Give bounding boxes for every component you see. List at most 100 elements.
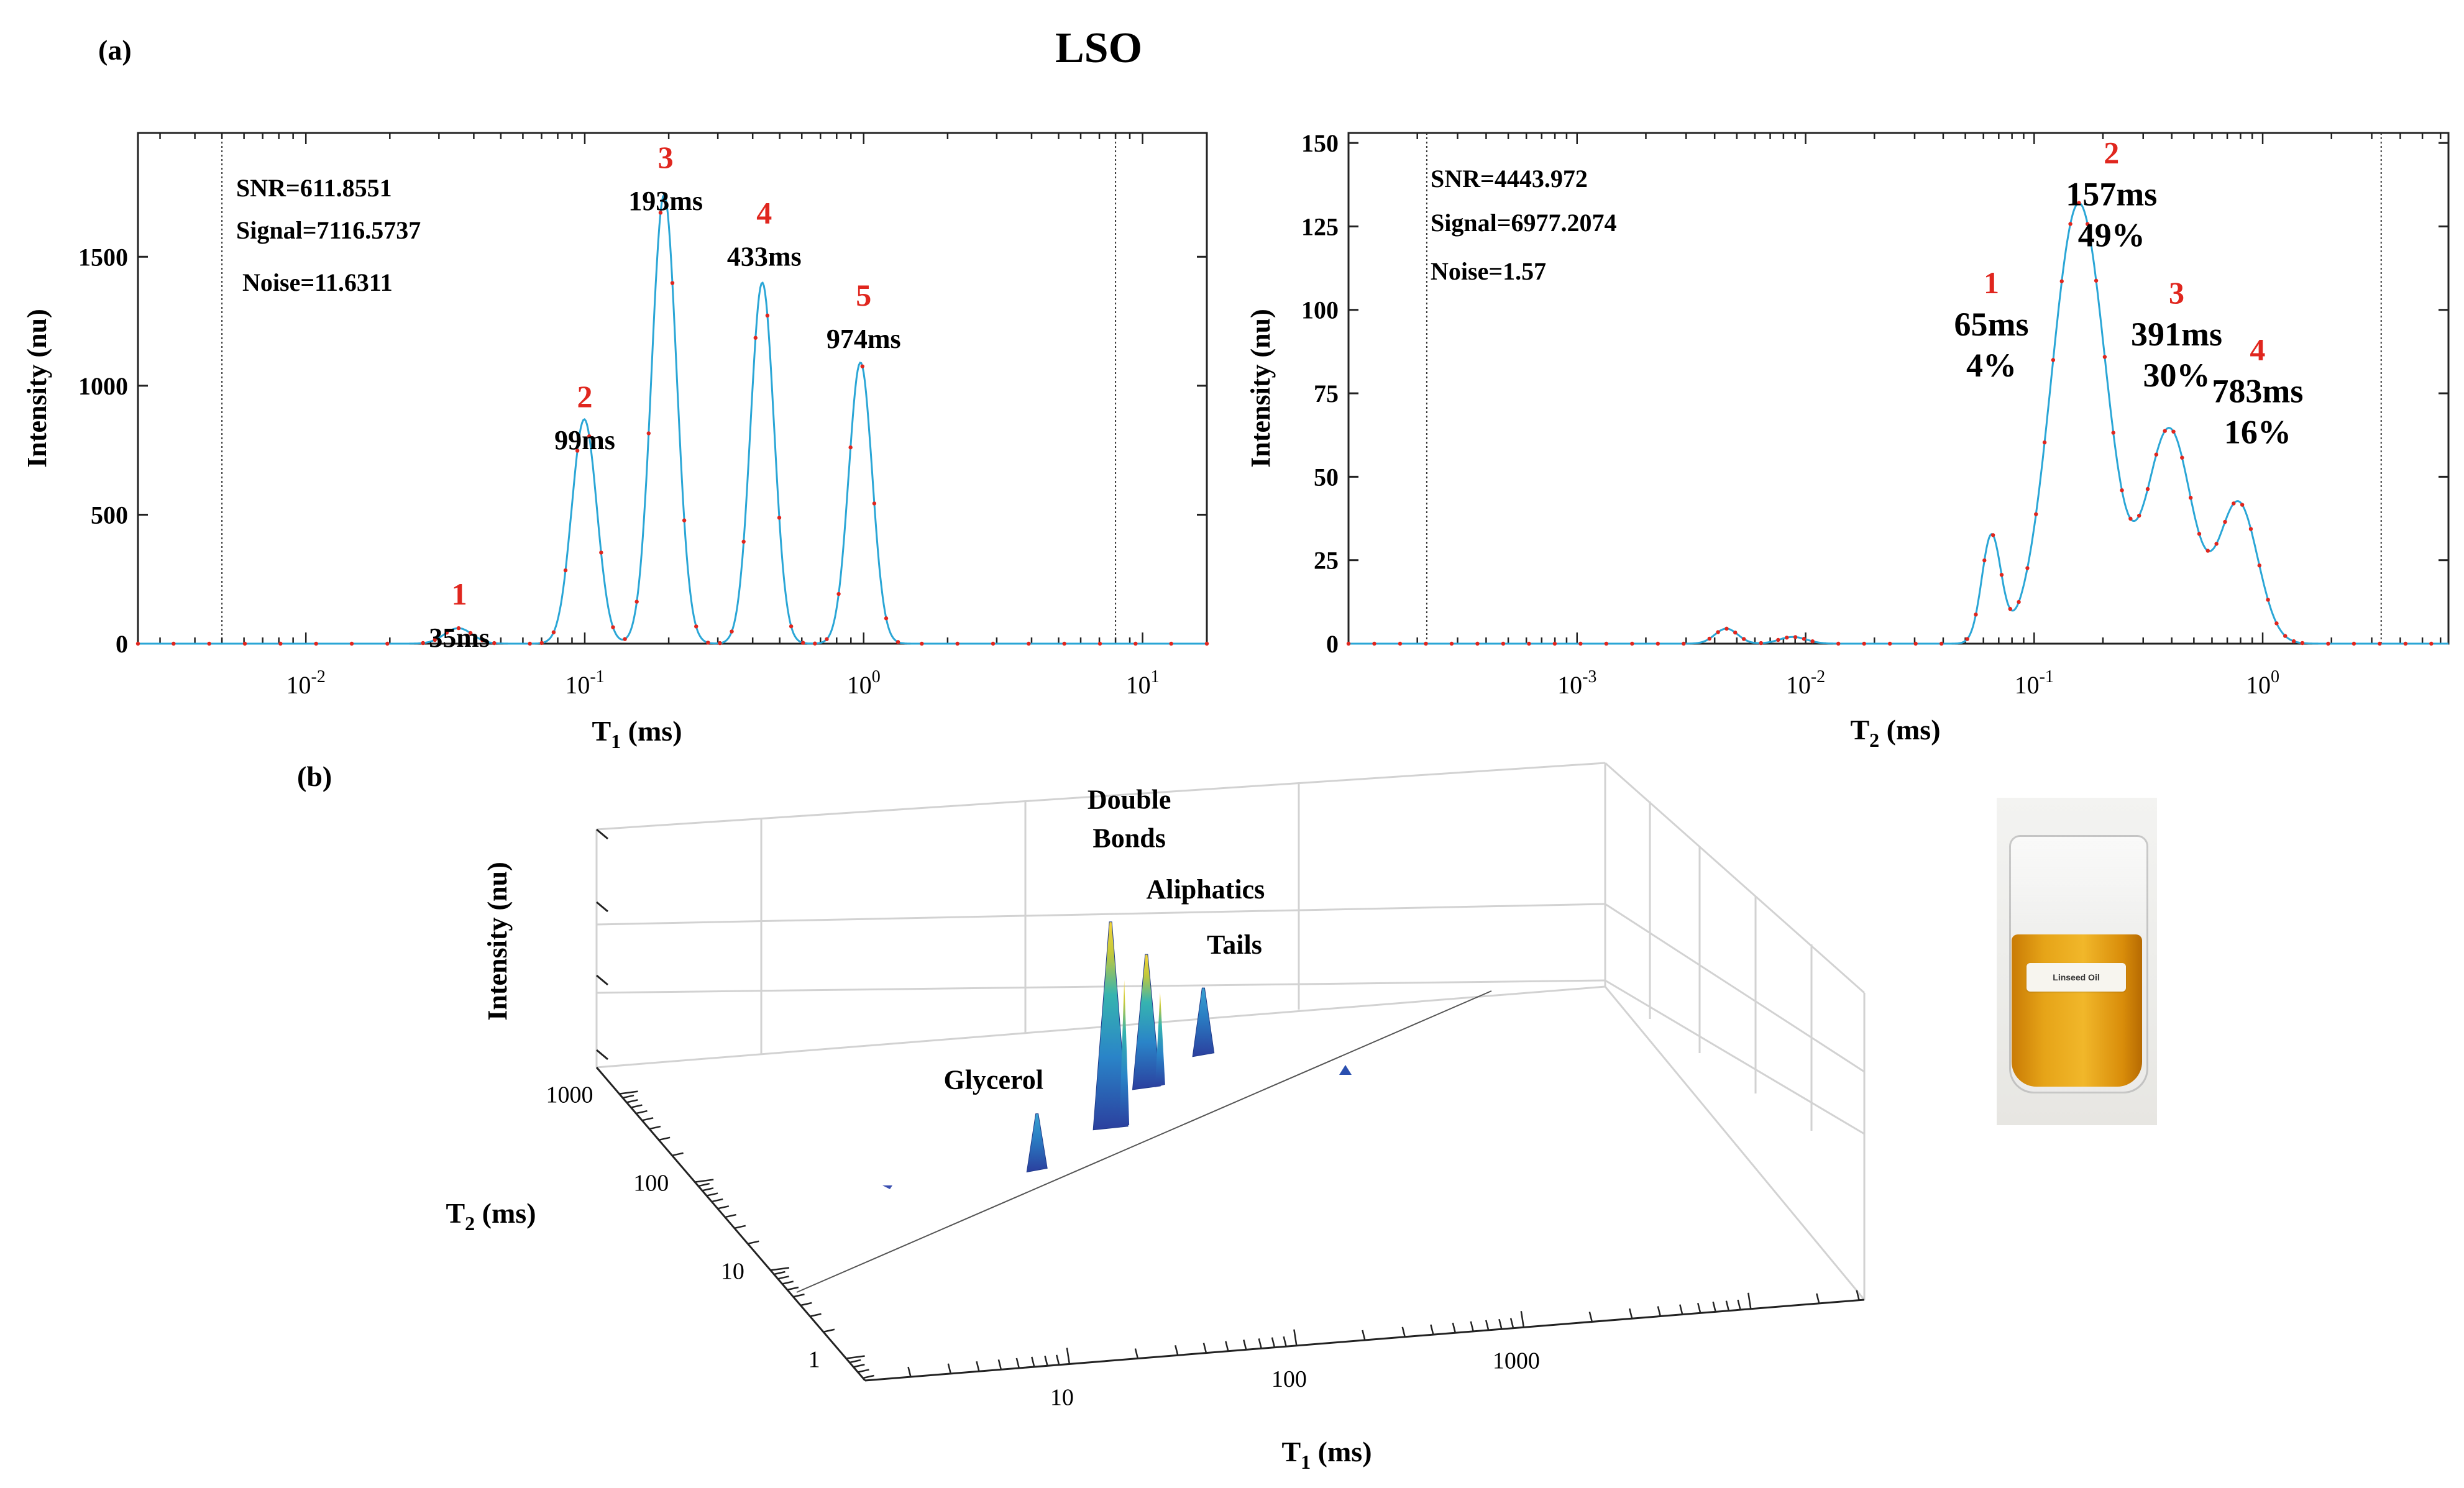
t1-axis-label: 100 [1271,1366,1307,1392]
t2-sample-point [1733,630,1738,635]
t2-sample-point [1372,641,1376,646]
t1-peak-label: 193ms [628,186,703,216]
component-label: Tails [1207,929,1262,960]
t2-axis-tick [626,1099,638,1103]
t1-xtick-label: 10-1 [565,667,604,699]
t1-sample-point [563,568,568,573]
t1-axis-tick [1520,1311,1525,1328]
t2-peak-label: 49% [2078,216,2145,253]
t2-sample-point [1999,572,2004,577]
t1-sample-point [634,600,639,604]
t2-sample-point [2068,222,2072,226]
t2-noise: Noise=1.57 [1431,257,1546,285]
t2-axis-tick [787,1286,799,1291]
t1-peak-number: 5 [856,278,871,313]
t1-sample-point [741,539,746,544]
t2-snr: SNR=4443.972 [1431,165,1588,193]
oil-liquid [2012,934,2142,1087]
t1-sample-point [920,641,924,646]
t1-sample-point [444,631,449,635]
t2-sample-point [1913,641,1918,646]
t1-sample-point [753,335,758,340]
t1-axis-label: 10 [1050,1384,1074,1410]
peak-shoulder [1119,980,1130,1128]
t2-peak-number: 1 [1984,265,1999,300]
t1-plot-frame [137,132,1208,645]
t2-xlabel: T2 (ms) [1850,714,1940,751]
t2-sample-point [2154,452,2159,457]
t1-axis-tick [1271,1337,1276,1348]
t2-axis-tick [619,1090,638,1095]
t1-sample-point [1169,641,1173,646]
t2-sample-point [1793,635,1798,639]
t2-sample-point [1578,641,1583,646]
t1-sample-point [765,313,770,318]
t1-sample-point [456,626,461,631]
t2-axis-tick [863,1374,874,1379]
t1-axis-tick [997,1359,1002,1370]
t2-sample-point [2352,641,2356,646]
t1-axis-tick [1509,1318,1514,1328]
t2-sample-point [2059,279,2064,283]
t2-sample-point [1346,641,1351,646]
t1-stats: SNR=611.8551 Signal=7116.5737 Noise=11.6… [236,174,421,296]
t1-sample-point [349,641,354,646]
t2-peak-label: 783ms [2212,372,2303,409]
t1-axis-tick [1737,1299,1741,1310]
t2-sample-point [2077,201,2081,205]
t2-sample-point [1449,641,1454,646]
t1-snr: SNR=611.8551 [236,174,392,202]
t2-sample-point [1887,641,1892,646]
t2-sample-point [2145,486,2150,491]
t1-axis-tick [1452,1322,1457,1333]
t1-sample-point [682,518,687,523]
t1-axis-tick [1175,1345,1179,1356]
d3-zlabel: Intensity (nu) [482,862,513,1021]
t2-sample-point [2429,641,2434,646]
t2-axis-tick [717,1205,730,1210]
t2-axis-tick [698,1182,710,1187]
t2-axis-tick [777,1276,789,1280]
t1-axis-tick [1588,1312,1593,1322]
t2-sample-point [1741,637,1746,641]
figure-title: LSO [1055,24,1142,72]
t2-peak-label: 391ms [2131,316,2222,353]
t1-peak-label: 99ms [554,425,615,455]
t2-peak-number: 2 [2104,135,2119,170]
t2-axis-tick [734,1225,746,1230]
t1-axis-tick [1066,1348,1071,1364]
panel-a-label: (a) [98,34,132,66]
floor-axes [595,990,1865,1382]
t2-axis-tick [641,1117,654,1121]
t2-sample-point [1501,641,1506,646]
t2-axis-tick [636,1110,648,1115]
t2-sample-point [1810,639,1815,644]
t2-sample-point [1630,641,1634,646]
t2-sample-point [2205,549,2210,553]
t2-distribution-chart: 0 25 50 75 100 125 150 10-3 10-2 10-1 100 1 65ms 4% 2… [1245,129,2450,751]
t1-sample-point [694,624,698,629]
t2-sample-point [1759,641,1763,646]
panel-b-label: (b) [297,760,332,792]
back-walls [595,762,1866,1300]
t1-sample-point [421,641,425,646]
t1-axis-tick [976,1361,980,1372]
t2-axis-tick [649,1125,661,1130]
t2-axis-tick [702,1187,714,1192]
t2-axis-tick [770,1267,790,1271]
t1-sample-point [433,637,437,642]
t2-sample-point [2283,634,2288,638]
t1-sample-point [1027,641,1031,646]
t1-sample-point [539,641,544,646]
t2-sample-point [2197,532,2202,536]
t2-peak-number: 4 [2250,332,2265,367]
t2-ytick-label: 0 [1326,630,1339,658]
t2-axis-label: 1 [808,1347,820,1373]
t2-axis-tick [658,1136,671,1141]
d3-ylabel: T2 (ms) [446,1197,536,1235]
t1-axis-tick [1470,1321,1474,1332]
beaker-label: Linseed Oil [2027,963,2126,992]
t1-axis-tick [1225,1341,1229,1352]
t2-sample-point [1990,533,1995,537]
t2-sample-point [1974,612,1978,617]
